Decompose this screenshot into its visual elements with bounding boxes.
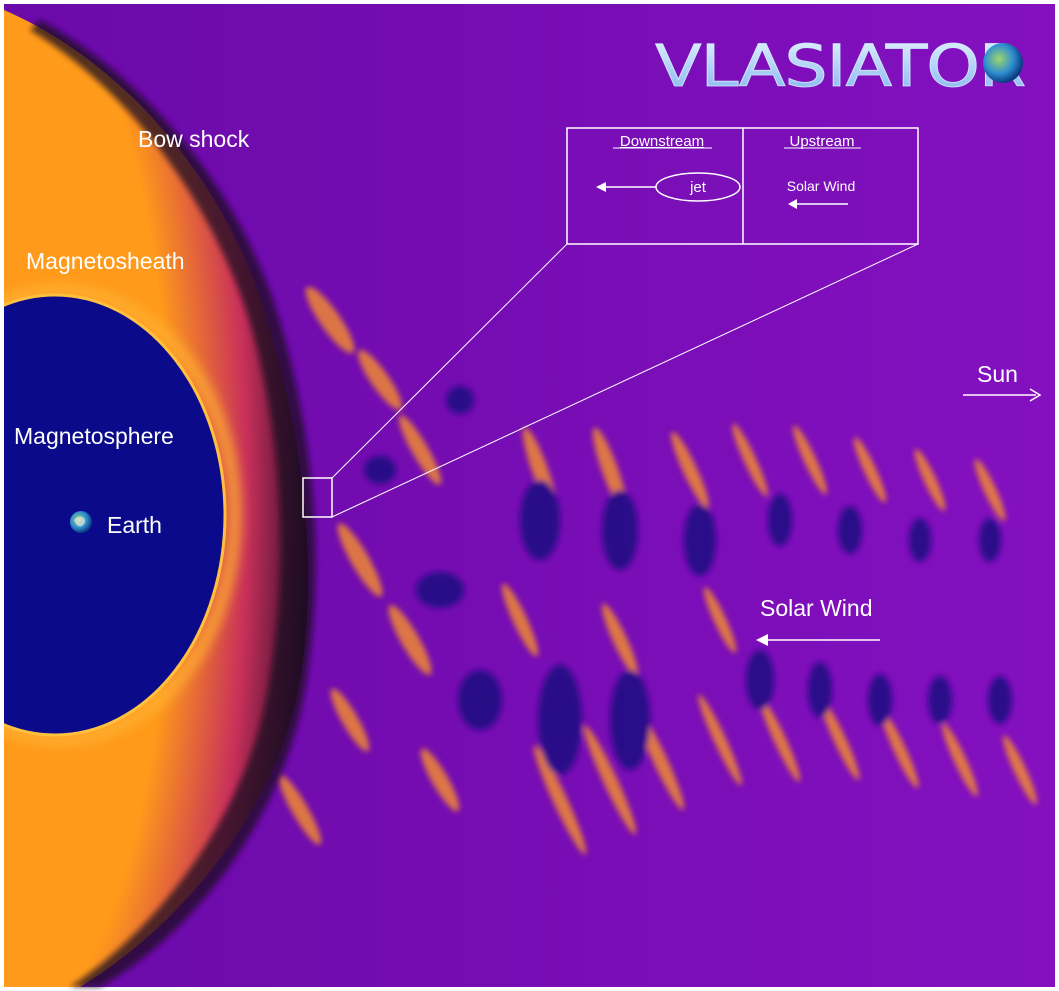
sun-direction-arrow bbox=[963, 388, 1042, 402]
magnetosphere-region bbox=[0, 295, 225, 735]
inset-solar-wind-arrow bbox=[788, 199, 848, 209]
inset-upstream-label: Upstream bbox=[789, 133, 854, 150]
magnetopause-edge bbox=[0, 293, 227, 737]
zoom-line-top bbox=[331, 243, 568, 479]
inset-jet-label: jet bbox=[689, 179, 707, 196]
svg-text:VLASIATOR: VLASIATOR bbox=[655, 32, 1025, 100]
sun-label: Sun bbox=[977, 361, 1018, 387]
bow-shock-label: Bow shock bbox=[138, 126, 250, 152]
magnetosphere-label: Magnetosphere bbox=[14, 423, 174, 449]
earth-icon bbox=[70, 511, 92, 533]
zoom-region-box bbox=[302, 477, 333, 518]
jet-arrow bbox=[596, 182, 656, 192]
solar-wind-arrow bbox=[756, 634, 880, 646]
vlasiator-logo: VLASIATOR bbox=[655, 32, 1027, 101]
zoom-line-bottom bbox=[331, 243, 919, 518]
solar-wind-label: Solar Wind bbox=[760, 595, 872, 621]
globe-icon bbox=[983, 43, 1023, 83]
foreshock-waves bbox=[278, 286, 1037, 855]
earth-label: Earth bbox=[107, 512, 162, 538]
inset-downstream-label: Downstream bbox=[620, 133, 704, 150]
magnetosheath-label: Magnetosheath bbox=[26, 248, 185, 274]
bow-shock-front bbox=[30, 20, 316, 987]
magnetopause-glow bbox=[0, 285, 240, 745]
inset-solar-wind-label: Solar Wind bbox=[787, 178, 855, 194]
